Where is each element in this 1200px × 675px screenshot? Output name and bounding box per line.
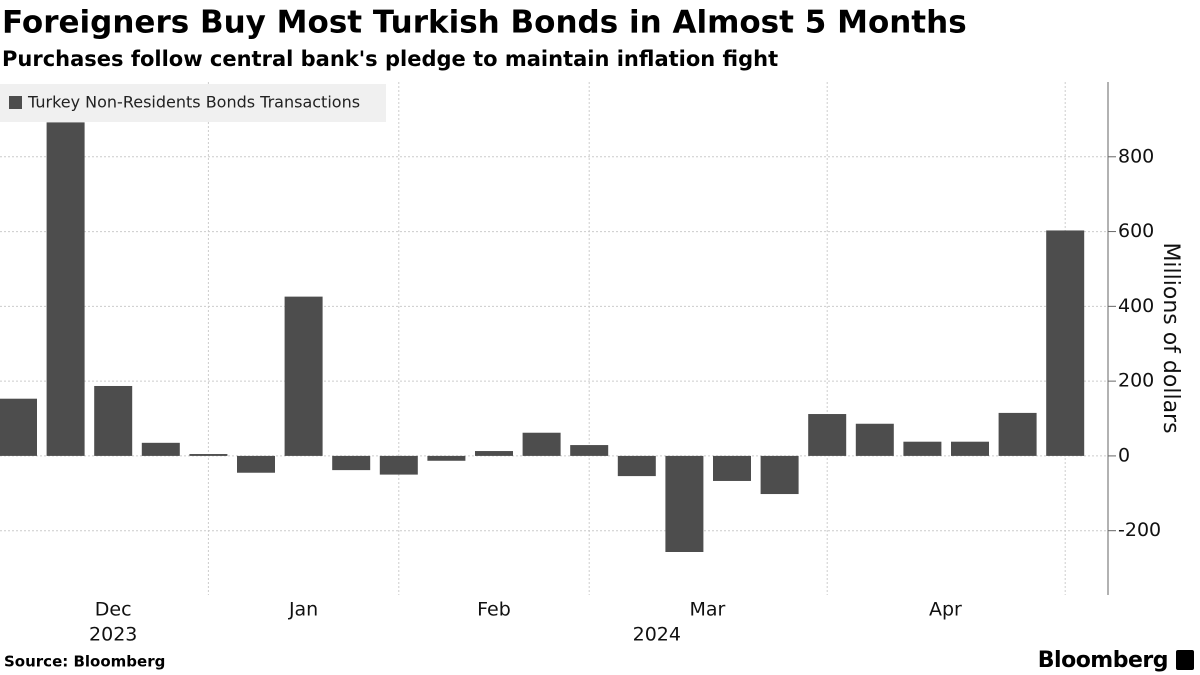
brand-icon	[1176, 650, 1194, 670]
bar	[141, 442, 180, 456]
chart-title: Foreigners Buy Most Turkish Bonds in Alm…	[2, 5, 967, 41]
bar	[379, 455, 418, 475]
x-tick-label: Feb	[477, 599, 511, 621]
chart-subtitle: Purchases follow central bank's pledge t…	[2, 47, 778, 71]
bar	[808, 414, 847, 456]
bar	[617, 455, 656, 477]
y-tick-label: 800	[1118, 145, 1154, 167]
bar	[94, 385, 133, 456]
y-tick-label: 400	[1118, 295, 1154, 317]
bar	[237, 455, 275, 473]
bar	[665, 455, 704, 553]
bar	[0, 398, 37, 456]
legend-label: Turkey Non-Residents Bonds Transactions	[27, 93, 360, 112]
bar	[189, 454, 228, 456]
x-tick-label: Mar	[689, 599, 725, 621]
bar	[951, 441, 989, 456]
bar	[903, 441, 942, 456]
bar	[760, 455, 799, 495]
x-year-label: 2023	[89, 624, 137, 646]
bar	[1046, 230, 1085, 456]
bar	[855, 423, 894, 456]
bar	[570, 445, 609, 456]
legend-swatch	[9, 96, 22, 109]
bar	[284, 296, 323, 456]
bar	[332, 455, 371, 471]
x-tick-label: Dec	[95, 599, 132, 621]
x-year-label: 2024	[633, 624, 681, 646]
x-tick-label: Apr	[929, 599, 962, 621]
bar	[475, 451, 513, 456]
brand: Bloomberg	[1038, 648, 1168, 673]
y-tick-label: 600	[1118, 220, 1154, 242]
legend-box	[0, 84, 386, 122]
bar	[46, 122, 85, 456]
y-tick-label: 0	[1118, 444, 1130, 466]
bar	[522, 432, 561, 456]
source: Source: Bloomberg	[4, 653, 165, 671]
x-tick-label: Jan	[288, 599, 318, 621]
bar	[427, 455, 466, 461]
bar	[998, 412, 1037, 456]
y-tick-label: 200	[1118, 370, 1154, 392]
y-axis-label: Millions of dollars	[1158, 242, 1183, 433]
y-tick-label: -200	[1118, 519, 1161, 541]
bar	[713, 455, 751, 481]
